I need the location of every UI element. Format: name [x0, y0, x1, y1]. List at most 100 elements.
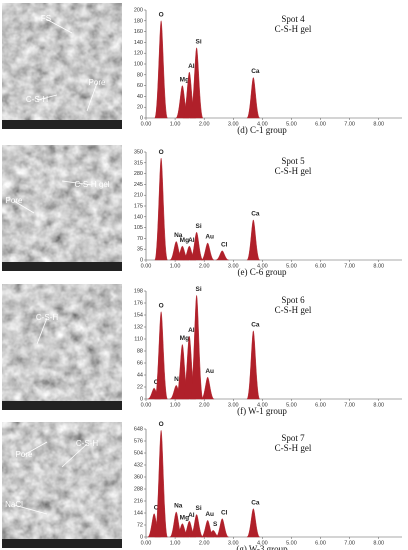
- peak-label: O: [159, 149, 164, 156]
- y-tick-label: 105: [134, 225, 143, 231]
- x-tick-label: 8.00: [373, 121, 384, 127]
- peak-label: Au: [205, 234, 214, 241]
- sem-image: [2, 3, 122, 129]
- peak: [215, 250, 229, 261]
- x-tick-label: 3.00: [228, 540, 239, 546]
- y-tick-label: 180: [134, 18, 143, 24]
- y-tick-label: 40: [137, 94, 143, 100]
- y-tick-label: 0: [140, 396, 143, 402]
- y-tick-label: 140: [134, 40, 143, 46]
- image-arrow: [86, 82, 98, 112]
- peak: [246, 330, 260, 400]
- y-tick-label: 504: [134, 450, 143, 456]
- peak-label: Ca: [251, 499, 260, 506]
- x-tick-label: 7.00: [344, 121, 355, 127]
- y-tick-label: 0: [140, 115, 143, 121]
- x-tick-label: 6.00: [315, 402, 326, 408]
- peak-label: Na: [174, 232, 183, 239]
- y-tick-label: 216: [134, 498, 143, 504]
- x-tick-label: 5.00: [286, 402, 297, 408]
- image-arrow: [61, 180, 93, 186]
- x-tick-label: 5.00: [286, 263, 297, 269]
- x-tick-label: 4.00: [257, 263, 268, 269]
- x-tick-label: 4.00: [257, 121, 268, 127]
- y-tick-label: 35: [137, 247, 143, 253]
- image-arrow: [13, 200, 35, 214]
- y-tick-label: 648: [134, 426, 143, 432]
- peak-label: O: [159, 12, 164, 19]
- caption: (f) W-1 group: [237, 406, 287, 416]
- annotation: Spot 4: [281, 14, 305, 24]
- annotation: C-S-H gel: [275, 443, 312, 453]
- x-tick-label: 2.00: [199, 540, 210, 546]
- peak-label: Mg: [180, 237, 189, 244]
- peak: [201, 376, 215, 400]
- x-tick-label: 0.00: [141, 540, 152, 546]
- image-label: C-S-H: [36, 313, 58, 322]
- peak-label: Au: [205, 511, 214, 518]
- peak-label: C: [154, 379, 159, 386]
- peak-label: Na: [174, 376, 183, 383]
- y-tick-label: 176: [134, 300, 143, 306]
- x-tick-label: 6.00: [315, 263, 326, 269]
- image-label: Pore: [89, 78, 106, 87]
- annotation: C-S-H gel: [275, 24, 312, 34]
- peak: [201, 242, 215, 261]
- peak-label: O: [159, 302, 164, 309]
- y-tick-label: 432: [134, 462, 143, 468]
- peak: [215, 518, 229, 538]
- y-tick-label: 576: [134, 438, 143, 444]
- peak-label: Cl: [221, 241, 228, 248]
- sem-image: [2, 145, 122, 271]
- image-arrow: [45, 18, 73, 34]
- peak-label: Cl: [221, 509, 228, 516]
- peak-label: O: [159, 421, 164, 428]
- sem-image: [2, 422, 122, 548]
- sem-info-bar: [2, 262, 122, 271]
- x-tick-label: 6.00: [315, 540, 326, 546]
- annotation: C-S-H gel: [275, 305, 312, 315]
- y-tick-label: 154: [134, 312, 143, 318]
- annotation: C-S-H gel: [275, 166, 312, 176]
- y-tick-label: 288: [134, 486, 143, 492]
- peak-label: Mg: [180, 335, 189, 342]
- peak-label: Si: [196, 39, 202, 46]
- x-tick-label: 1.00: [170, 540, 181, 546]
- image-label: C-S-H: [26, 95, 48, 104]
- peak: [154, 430, 168, 538]
- peak: [154, 157, 168, 261]
- image-label: Pore: [16, 450, 33, 459]
- y-tick-label: 350: [134, 149, 143, 155]
- peak: [154, 311, 168, 400]
- peak: [190, 514, 204, 538]
- peak: [246, 508, 260, 538]
- sem-info-bar: [2, 120, 122, 129]
- peak-label: Si: [196, 505, 202, 512]
- y-tick-label: 88: [137, 348, 143, 354]
- peak-label: Mg: [180, 514, 189, 521]
- y-tick-label: 144: [134, 510, 143, 516]
- image-arrow: [13, 504, 48, 515]
- image-arrow: [36, 317, 48, 345]
- annotation: Spot 5: [281, 156, 305, 166]
- x-tick-label: 4.00: [257, 540, 268, 546]
- x-tick-label: 6.00: [315, 121, 326, 127]
- y-tick-label: 210: [134, 193, 143, 199]
- y-tick-label: 0: [140, 257, 143, 263]
- peak: [154, 20, 168, 119]
- y-tick-label: 132: [134, 324, 143, 330]
- peak-label: Al: [188, 237, 195, 244]
- peak-label: Al: [188, 327, 195, 334]
- peak-label: Ca: [251, 211, 260, 218]
- y-tick-label: 80: [137, 72, 143, 78]
- sem-info-bar: [2, 539, 122, 548]
- image-label: FS: [41, 14, 51, 23]
- x-tick-label: 5.00: [286, 540, 297, 546]
- x-tick-label: 1.00: [170, 402, 181, 408]
- y-tick-label: 70: [137, 236, 143, 242]
- y-tick-label: 0: [140, 534, 143, 540]
- y-tick-label: 60: [137, 83, 143, 89]
- x-tick-label: 3.00: [228, 263, 239, 269]
- plot-background: [146, 429, 402, 537]
- peak-label: Au: [205, 368, 214, 375]
